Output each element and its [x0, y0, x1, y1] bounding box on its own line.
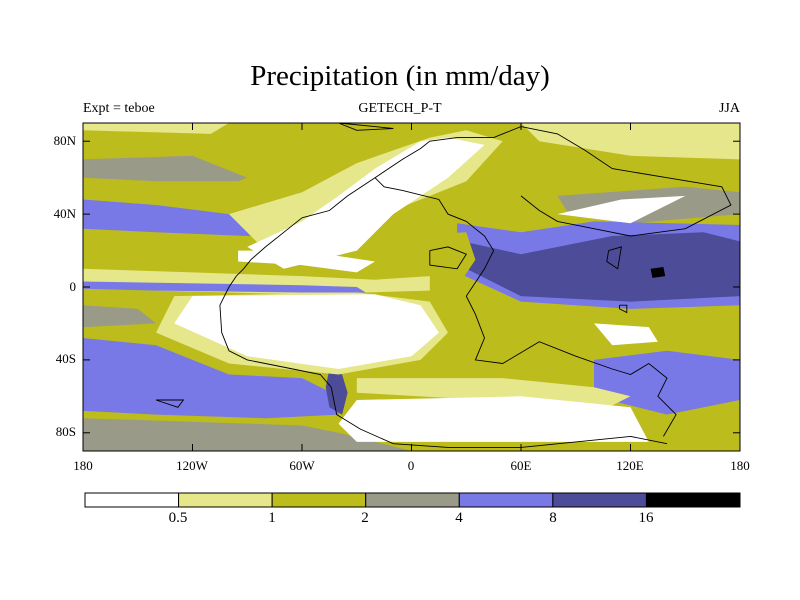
- colorbar-swatch: [552, 492, 647, 508]
- precip-region: [325, 369, 348, 415]
- y-tick-label: 80N: [53, 133, 76, 148]
- colorbar-label: 16: [638, 510, 654, 526]
- x-tick-label: 60E: [510, 458, 532, 473]
- precip-region: [356, 378, 631, 406]
- precip-region: [650, 267, 666, 278]
- chart-title: Precipitation (in mm/day): [250, 60, 550, 92]
- colorbar-swatch: [178, 492, 273, 508]
- precip-region: [393, 232, 476, 287]
- coastline: [520, 126, 732, 237]
- coastline: [619, 304, 628, 314]
- x-tick-label: 120E: [616, 458, 644, 473]
- precip-region: [238, 250, 375, 273]
- precip-region: [594, 350, 740, 415]
- axis-ticks: [82, 123, 741, 451]
- coastline: [155, 399, 185, 408]
- colorbar-swatch: [645, 492, 741, 508]
- experiment-label: Expt = teboe: [83, 101, 155, 116]
- y-tick-label: 40S: [55, 351, 76, 366]
- y-tick-label: 40N: [53, 206, 76, 221]
- model-label: GETECH_P-T: [358, 101, 442, 116]
- coastlines: [155, 122, 732, 448]
- precip-region: [174, 294, 439, 369]
- colorbar-swatch: [458, 492, 554, 508]
- colorbar-label: 4: [455, 510, 463, 526]
- colorbar-swatch: [84, 492, 180, 508]
- colorbar-label: 1: [268, 510, 276, 526]
- coastline: [301, 126, 522, 219]
- colorbar-label: 2: [361, 510, 369, 526]
- y-tick-label: 0: [69, 279, 77, 294]
- precipitation-map: [83, 123, 740, 451]
- precip-region: [594, 323, 658, 346]
- y-tick-label: 80S: [55, 424, 76, 439]
- x-tick-label: 180: [73, 458, 93, 473]
- coastline: [338, 122, 394, 131]
- x-tick-label: 60W: [289, 458, 315, 473]
- precip-region: [338, 396, 649, 442]
- coastline: [606, 246, 622, 270]
- colorbar-label: 8: [549, 510, 557, 526]
- colorbar-swatch: [271, 492, 367, 508]
- colorbar: [84, 492, 741, 508]
- precip-region: [83, 155, 248, 182]
- precip-region: [557, 195, 686, 224]
- precip-region: [83, 281, 366, 293]
- precip-region: [83, 305, 156, 328]
- x-tick-label: 120W: [176, 458, 208, 473]
- x-tick-label: 0: [407, 458, 415, 473]
- precip-region: [83, 338, 339, 419]
- coastline: [219, 217, 668, 448]
- precip-region: [247, 137, 485, 269]
- colorbar-label: 0.5: [168, 510, 188, 526]
- precip-region: [83, 418, 412, 451]
- x-tick-label: 180: [730, 458, 750, 473]
- season-label: JJA: [718, 101, 740, 116]
- coastline: [429, 246, 467, 270]
- colorbar-swatch: [365, 492, 460, 508]
- precip-region: [462, 232, 740, 302]
- precip-region: [521, 123, 740, 160]
- coastline: [374, 177, 677, 437]
